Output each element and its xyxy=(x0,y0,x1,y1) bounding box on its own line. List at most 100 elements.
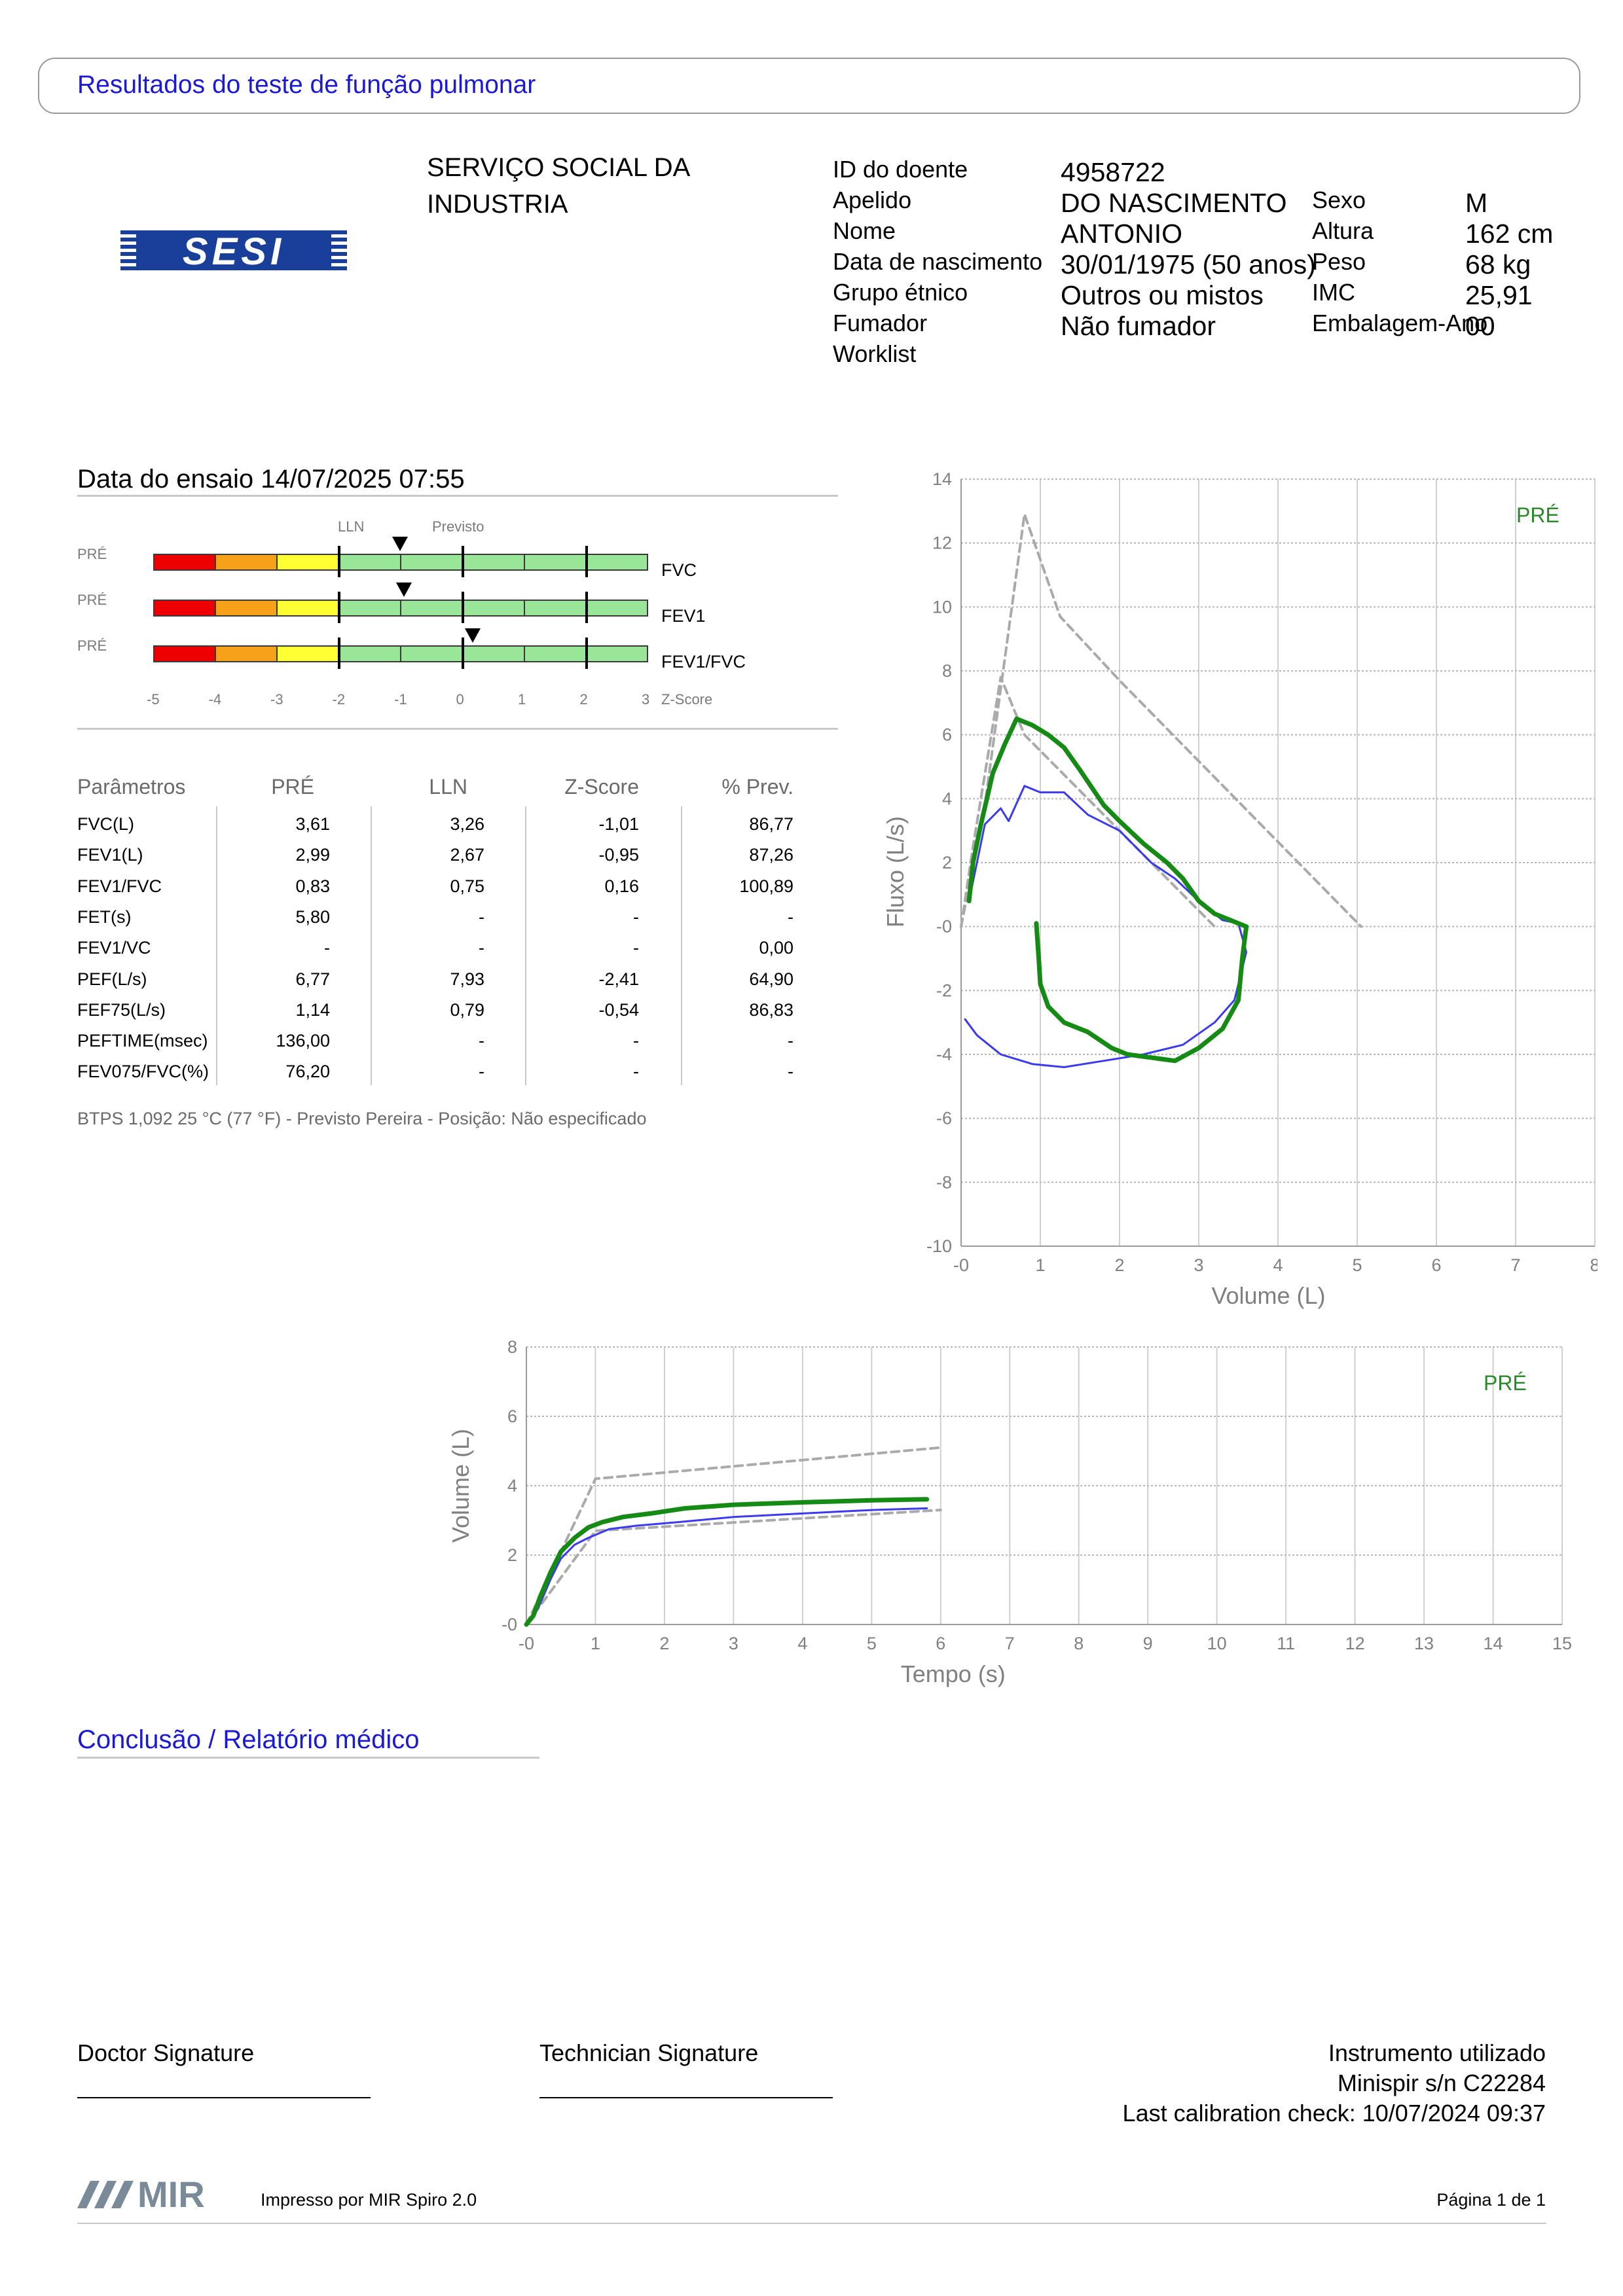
x-axis-label: Volume (L) xyxy=(1211,1282,1325,1309)
x-tick-label: 5 xyxy=(1352,1255,1362,1275)
parameters-cell: - xyxy=(788,906,793,927)
parameters-cell: - xyxy=(479,938,484,958)
y-tick-label: 12 xyxy=(932,533,952,553)
parameters-header-cell: LLN xyxy=(429,775,467,798)
footnote: BTPS 1,092 25 °C (77 °F) - Previsto Pere… xyxy=(77,1109,647,1128)
y-tick-label: -6 xyxy=(936,1109,952,1128)
bmi-value: 25,91 xyxy=(1465,280,1533,310)
parameters-cell: 136,00 xyxy=(276,1031,330,1051)
mir-logo-text: MIR xyxy=(137,2177,205,2211)
parameters-cell: - xyxy=(633,1031,639,1051)
parameters-cell: - xyxy=(633,906,639,927)
y-tick-label: 8 xyxy=(942,661,952,681)
zscore-grid-tick xyxy=(214,600,216,617)
technician-signature-line xyxy=(539,2097,833,2098)
parameters-cell: FEV1(L) xyxy=(77,845,143,865)
secondary-curve xyxy=(525,1507,928,1626)
divider xyxy=(77,495,838,497)
surname-label: Apelido xyxy=(833,187,912,213)
parameters-cell: -0,54 xyxy=(598,999,639,1020)
smoker-value: Não fumador xyxy=(1061,311,1216,341)
best-curve xyxy=(524,1497,930,1627)
zscore-axis-tick: -5 xyxy=(147,691,160,708)
table-column-divider xyxy=(681,806,682,1085)
height-value: 162 cm xyxy=(1465,219,1554,249)
zscore-marker xyxy=(392,537,409,551)
y-tick-label: 14 xyxy=(932,471,952,489)
parameters-cell: 76,20 xyxy=(285,1062,330,1082)
zscore-axis-tick: 1 xyxy=(518,691,526,708)
parameters-cell: - xyxy=(633,1062,639,1082)
zscore-bar-segment xyxy=(216,601,278,615)
name-label: Nome xyxy=(833,217,896,244)
parameters-header-cell: PRÉ xyxy=(271,775,314,798)
parameters-cell: 6,77 xyxy=(295,969,330,989)
weight-value: 68 kg xyxy=(1465,249,1531,279)
zscore-reference-tick xyxy=(337,592,340,623)
patient-info-labels: ID do doente Apelido Nome Data de nascim… xyxy=(833,156,1042,371)
sex-value: M xyxy=(1465,188,1488,218)
parameters-cell: 64,90 xyxy=(749,969,793,989)
zscore-axis-tick: 0 xyxy=(456,691,464,708)
calibration-date: Last calibration check: 10/07/2024 09:37 xyxy=(1122,2100,1546,2126)
x-tick-label: 15 xyxy=(1552,1634,1572,1653)
parameters-cell: 86,77 xyxy=(749,814,793,834)
parameters-cell: 1,14 xyxy=(295,999,330,1020)
table-column-divider xyxy=(216,806,217,1085)
parameters-cell: -1,01 xyxy=(598,814,639,834)
surname-value: DO NASCIMENTO xyxy=(1061,188,1287,218)
zscore-reference-tick xyxy=(585,637,588,669)
zscore-grid-tick xyxy=(400,645,401,662)
parameters-cell: 3,61 xyxy=(295,814,330,834)
parameters-cell: PEF(L/s) xyxy=(77,969,147,989)
zscore-reference-tick xyxy=(461,546,464,577)
worklist-label: Worklist xyxy=(833,340,917,367)
zscore-bar-segment xyxy=(278,601,339,615)
sex-label: Sexo xyxy=(1312,187,1366,213)
x-tick-label: 4 xyxy=(1273,1255,1283,1275)
parameters-cell: 0,79 xyxy=(450,999,484,1020)
x-tick-label: 5 xyxy=(867,1634,877,1653)
ethnic-group-value: Outros ou mistos xyxy=(1061,280,1264,310)
parameters-cell: 2,99 xyxy=(295,845,330,865)
zscore-reference-tick xyxy=(337,637,340,669)
zscore-bar-segment xyxy=(216,555,278,569)
zscore-bar-segment xyxy=(339,601,647,615)
zscore-axis-title: Z-Score xyxy=(661,691,713,708)
y-tick-label: 6 xyxy=(507,1407,517,1426)
zscore-phase-label: PRÉ xyxy=(77,592,107,608)
parameters-cell: - xyxy=(788,1031,793,1051)
x-tick-label: 10 xyxy=(1207,1634,1227,1653)
doctor-signature-line xyxy=(77,2097,371,2098)
y-tick-label: -2 xyxy=(936,980,952,1000)
header-bar xyxy=(38,58,1580,114)
zscore-parameter-name: FEV1/FVC xyxy=(661,652,746,672)
x-tick-label: 1 xyxy=(591,1634,600,1653)
x-tick-label: 1 xyxy=(1035,1255,1045,1275)
y-axis-label: Volume (L) xyxy=(447,1429,474,1543)
x-tick-label: 2 xyxy=(659,1634,669,1653)
zscore-axis-tick: -2 xyxy=(332,691,346,708)
zscore-reference-tick xyxy=(337,546,340,577)
x-tick-label: 14 xyxy=(1484,1634,1503,1653)
zscore-reference-tick xyxy=(461,637,464,669)
parameters-cell: 0,00 xyxy=(759,938,793,958)
parameters-cell: PEFTIME(msec) xyxy=(77,1031,208,1051)
patient-info-values-2: M 162 cm 68 kg 25,91 00 xyxy=(1465,188,1553,342)
zscore-axis-tick: 3 xyxy=(642,691,650,708)
footer-divider xyxy=(77,2223,1546,2224)
flow-volume-chart: -0 1 2 3 4 5 6 7 81412108642-0-2-4-6-8-10Volume … xyxy=(882,471,1597,1309)
y-tick-label: -8 xyxy=(936,1172,952,1192)
x-tick-label: 7 xyxy=(1510,1255,1520,1275)
parameters-cell: -0,95 xyxy=(598,845,639,865)
zscore-reference-tick xyxy=(585,592,588,623)
lln-label: LLN xyxy=(338,518,365,535)
zscore-bar-segment xyxy=(155,601,216,615)
parameters-cell: FEV1/FVC xyxy=(77,876,162,896)
y-tick-label: -0 xyxy=(936,917,952,937)
x-tick-label: -0 xyxy=(519,1634,534,1653)
x-axis-label: Tempo (s) xyxy=(901,1660,1006,1687)
parameters-cell: - xyxy=(788,1062,793,1082)
table-column-divider xyxy=(371,806,372,1085)
y-tick-label: 6 xyxy=(942,725,952,745)
